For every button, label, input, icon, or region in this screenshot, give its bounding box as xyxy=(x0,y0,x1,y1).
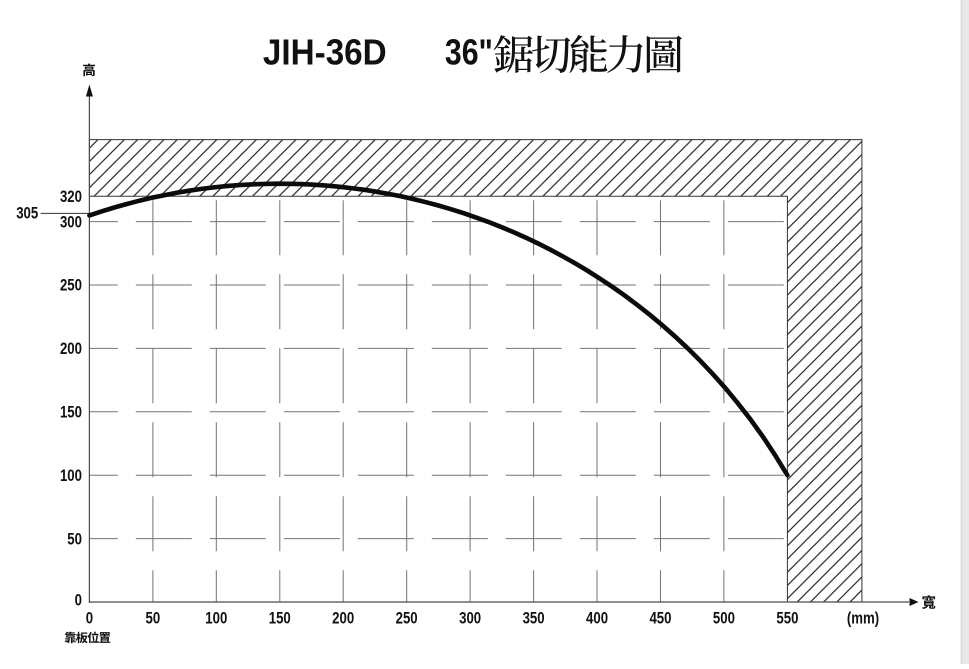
svg-text:200: 200 xyxy=(60,340,82,359)
svg-text:250: 250 xyxy=(60,276,82,295)
svg-text:0: 0 xyxy=(75,591,82,610)
svg-text:400: 400 xyxy=(586,609,608,628)
svg-text:305: 305 xyxy=(16,204,38,223)
svg-text:0: 0 xyxy=(86,609,93,628)
svg-text:50: 50 xyxy=(146,609,161,628)
svg-text:36": 36" xyxy=(445,32,493,73)
svg-text:150: 150 xyxy=(60,403,82,422)
svg-text:500: 500 xyxy=(713,609,735,628)
svg-text:200: 200 xyxy=(332,609,354,628)
svg-text:JIH-36D: JIH-36D xyxy=(263,32,387,73)
svg-text:50: 50 xyxy=(67,530,82,549)
svg-text:150: 150 xyxy=(269,609,291,628)
svg-text:250: 250 xyxy=(396,609,418,628)
svg-text:100: 100 xyxy=(205,609,227,628)
svg-text:(mm): (mm) xyxy=(847,609,879,628)
svg-text:450: 450 xyxy=(649,609,671,628)
svg-text:300: 300 xyxy=(60,213,82,232)
svg-text:300: 300 xyxy=(459,609,481,628)
svg-text:350: 350 xyxy=(523,609,545,628)
svg-text:320: 320 xyxy=(60,188,82,207)
svg-text:100: 100 xyxy=(60,467,82,486)
svg-text:550: 550 xyxy=(776,609,798,628)
